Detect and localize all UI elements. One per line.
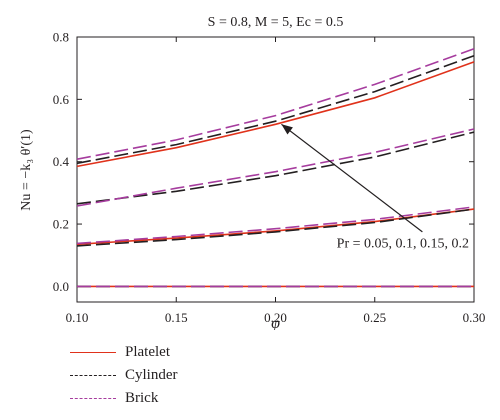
x-axis-label: φ (271, 315, 280, 330)
series-line-cylinder (76, 208, 475, 247)
series-line-brick (76, 48, 475, 160)
series-line-brick (76, 128, 475, 207)
legend-item-platelet: Platelet (70, 341, 178, 364)
y-tick-label: 0.4 (53, 154, 70, 169)
y-tick-label: 0.0 (53, 279, 69, 294)
y-tick-label: 0.6 (53, 92, 70, 107)
y-tick-label: 0.2 (53, 217, 69, 232)
annotation-arrow (281, 123, 423, 233)
x-tick-label: 0.20 (264, 310, 287, 325)
x-tick-label: 0.25 (363, 310, 386, 325)
legend-swatch (70, 375, 116, 376)
x-tick-label: 0.30 (463, 310, 486, 325)
legend-swatch (70, 398, 116, 399)
chart-title: S = 0.8, M = 5, Ec = 0.5 (208, 15, 344, 30)
legend-swatch (70, 352, 116, 353)
legend-label: Cylinder (125, 367, 178, 383)
y-axis-label: Nu = −k₃ θ′(1) (19, 129, 34, 211)
chart: S = 0.8, M = 5, Ec = 0.5 φ Nu = −k₃ θ′(1… (19, 15, 486, 330)
legend-label: Brick (125, 390, 159, 406)
annotation-label: Pr = 0.05, 0.1, 0.15, 0.2 (337, 236, 469, 251)
legend-label: Platelet (125, 344, 170, 360)
legend: Platelet Cylinder Brick (70, 341, 178, 410)
series-line-brick (76, 206, 475, 245)
series-line-cylinder (76, 54, 475, 165)
series-line-platelet (76, 61, 475, 168)
y-tick-label: 0.8 (53, 30, 69, 45)
annotation-arrowhead (281, 124, 293, 135)
x-tick-label: 0.15 (165, 310, 188, 325)
x-tick-label: 0.10 (66, 310, 89, 325)
series-line-cylinder (76, 131, 475, 205)
legend-item-cylinder: Cylinder (70, 364, 178, 387)
legend-item-brick: Brick (70, 387, 178, 410)
